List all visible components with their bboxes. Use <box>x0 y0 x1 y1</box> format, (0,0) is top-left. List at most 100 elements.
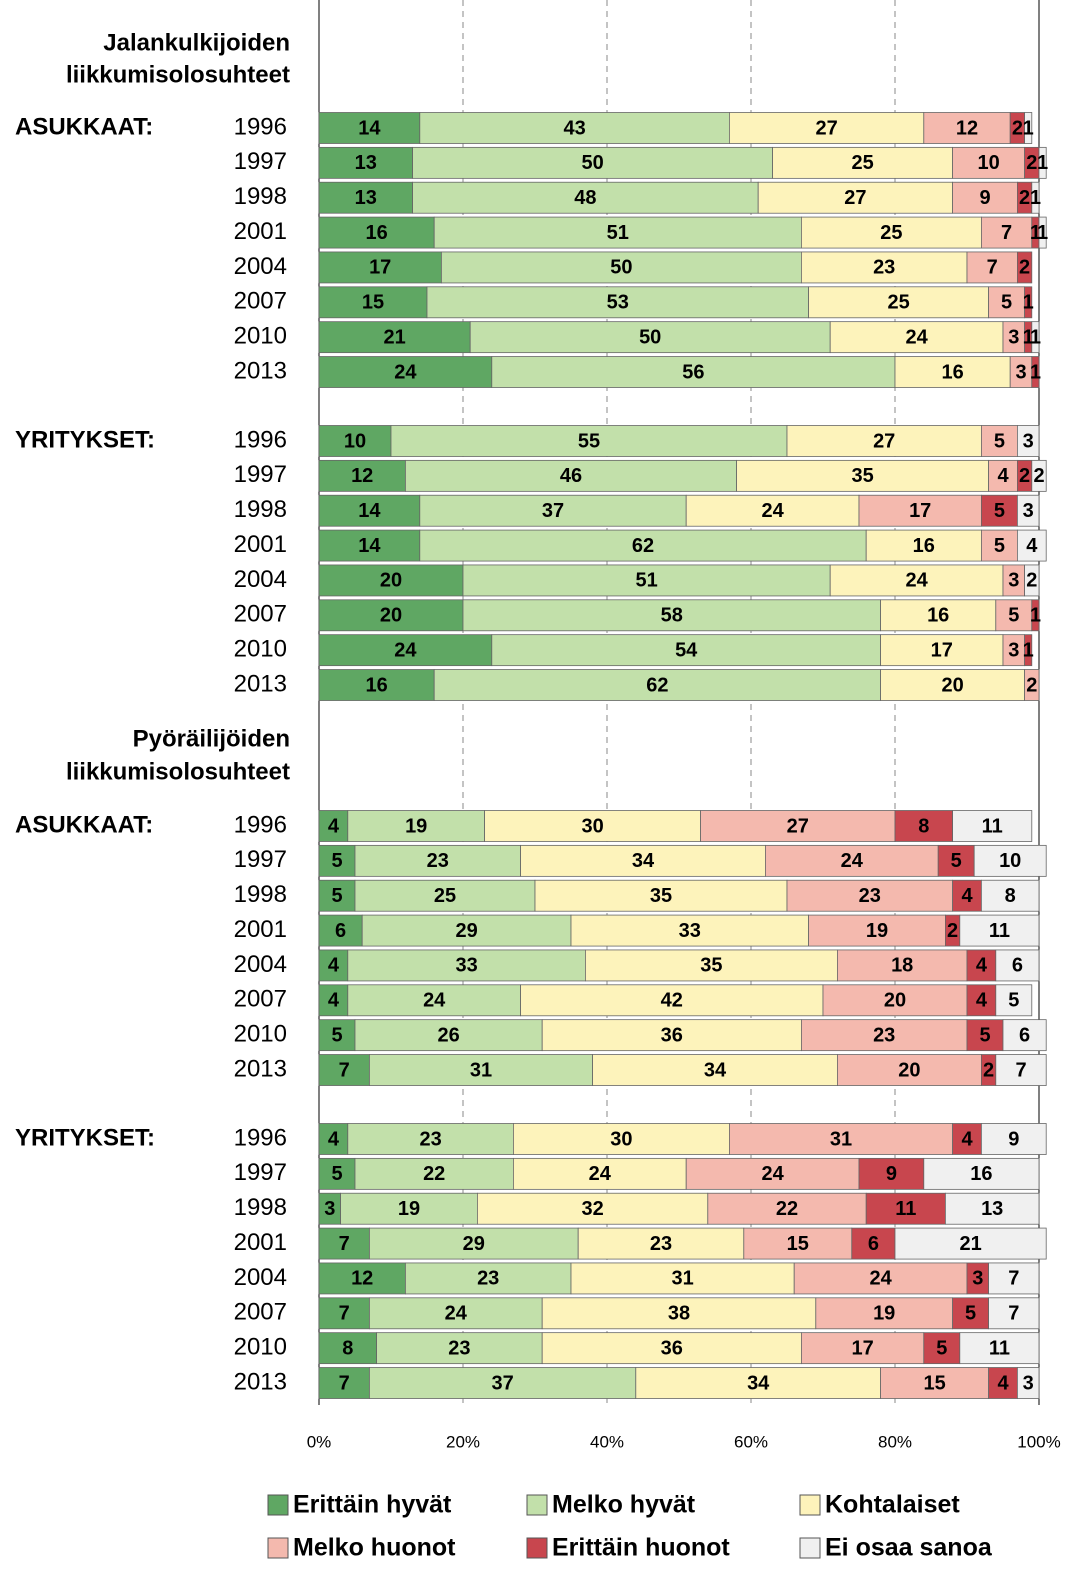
data-label: 31 <box>830 1128 852 1150</box>
legend-swatch <box>267 1537 289 1559</box>
bar-segment <box>361 914 572 947</box>
bar-segment <box>952 146 1025 179</box>
data-label: 25 <box>880 222 902 244</box>
bar-segment <box>801 251 968 284</box>
bar-segment <box>513 1123 730 1155</box>
bar-segment <box>318 1157 356 1190</box>
data-label: 4 <box>1026 535 1038 557</box>
bar-segment <box>1031 599 1040 632</box>
bar-segment <box>981 494 1018 527</box>
data-label: 31 <box>470 1059 492 1081</box>
y-tick-label: 2007 <box>234 601 287 628</box>
bar-segment <box>404 1262 572 1295</box>
bar-segment <box>318 949 349 982</box>
data-label: 24 <box>905 326 928 348</box>
y-tick-label: 2001 <box>234 218 287 245</box>
data-label: 50 <box>581 152 603 174</box>
data-label: 10 <box>344 430 366 452</box>
data-label: 23 <box>477 1268 499 1290</box>
data-label: 5 <box>994 430 1005 452</box>
bar-segment <box>347 949 586 982</box>
bar-segment <box>570 1262 795 1295</box>
data-label: 3 <box>1023 500 1034 522</box>
bar-segment <box>880 1367 989 1399</box>
data-label: 3 <box>1008 639 1019 661</box>
data-label: 7 <box>1008 1268 1019 1290</box>
data-label: 37 <box>491 1372 513 1394</box>
bar-segment <box>318 251 442 284</box>
y-tick-label: 2007 <box>234 986 287 1013</box>
data-label: 6 <box>868 1233 879 1255</box>
bar-segment <box>959 1332 1040 1365</box>
y-tick-label: 2010 <box>234 636 287 663</box>
data-label: 7 <box>339 1059 350 1081</box>
data-label: 17 <box>909 500 931 522</box>
data-label: 5 <box>331 1024 342 1046</box>
data-label: 16 <box>365 674 387 696</box>
bar-segment <box>1031 459 1047 492</box>
data-label: 4 <box>328 955 340 977</box>
data-label: 24 <box>841 850 864 872</box>
data-label: 25 <box>887 292 909 314</box>
y-tick-label: 2007 <box>234 1299 287 1326</box>
y-tick-label: 2010 <box>234 1021 287 1048</box>
group-label: YRITYKSET: <box>15 1124 155 1151</box>
bar-segment <box>412 181 759 214</box>
data-label: 18 <box>891 955 913 977</box>
data-label: 7 <box>1001 222 1012 244</box>
y-tick-label: 2001 <box>234 1229 287 1256</box>
bar-segment <box>894 810 953 842</box>
bar-segment <box>685 494 860 527</box>
bar-segment <box>318 1054 370 1086</box>
y-tick-label: 1998 <box>234 881 287 908</box>
bar-segment <box>1024 669 1040 701</box>
data-label: 5 <box>331 885 342 907</box>
data-label: 12 <box>351 1268 373 1290</box>
data-label: 17 <box>931 639 953 661</box>
bar-segment <box>404 459 738 492</box>
bar-segment <box>988 1297 1040 1330</box>
bar-segment <box>981 1123 1047 1155</box>
data-label: 7 <box>339 1233 350 1255</box>
data-label: 21 <box>383 326 405 348</box>
bar-segment <box>923 1332 961 1365</box>
data-label: 7 <box>987 257 998 279</box>
data-label: 2 <box>1026 570 1037 592</box>
y-tick-label: 2004 <box>234 1264 287 1291</box>
bar-segment <box>1017 251 1033 284</box>
bar-segment <box>368 1297 543 1330</box>
data-label: 5 <box>1008 990 1019 1012</box>
data-label: 51 <box>607 222 629 244</box>
bar-segment <box>476 1192 709 1225</box>
data-label: 48 <box>574 187 596 209</box>
bar-segment <box>340 1192 478 1225</box>
data-label: 5 <box>1001 292 1012 314</box>
y-tick-label: 2004 <box>234 951 287 978</box>
bar-segment <box>959 914 1040 947</box>
bar-segment <box>390 425 788 457</box>
data-label: 42 <box>661 990 683 1012</box>
data-label: 16 <box>913 535 935 557</box>
bar-segment <box>513 1157 687 1190</box>
data-label: 27 <box>815 117 837 139</box>
bar-segment <box>318 1227 370 1260</box>
data-label: 6 <box>335 920 346 942</box>
bar-segment <box>995 984 1033 1017</box>
bar-segment <box>354 1157 514 1190</box>
data-label: 24 <box>445 1303 468 1325</box>
bar-segment <box>368 1054 593 1086</box>
y-tick-label: 1996 <box>234 811 287 838</box>
bar-segment <box>988 286 1025 319</box>
data-label: 7 <box>1015 1059 1026 1081</box>
data-label: 14 <box>358 500 381 522</box>
legend-swatch <box>267 1494 289 1516</box>
bar-segment <box>973 844 1047 877</box>
data-label: 22 <box>423 1163 445 1185</box>
bar-segment <box>966 949 997 982</box>
section-title: liikkumisolosuhteet <box>66 61 290 88</box>
data-label: 21 <box>959 1233 981 1255</box>
bar-segment <box>995 949 1040 982</box>
y-tick-label: 1998 <box>234 496 287 523</box>
bar-segment <box>858 1157 925 1190</box>
